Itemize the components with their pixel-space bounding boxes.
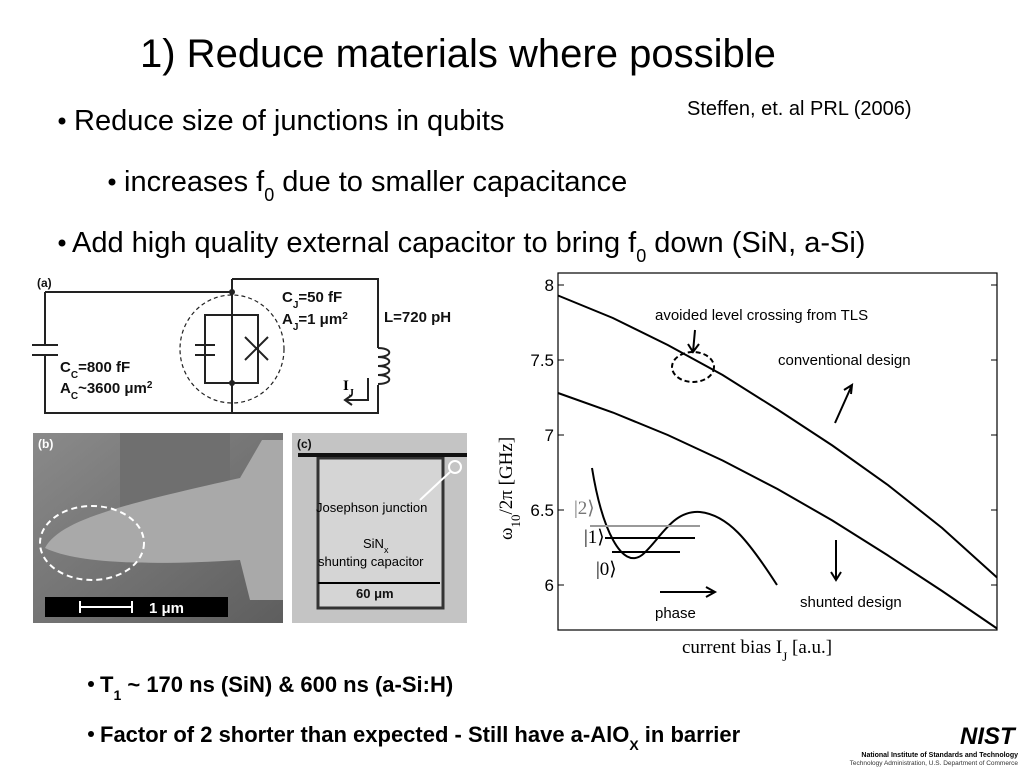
sem-circle [39, 505, 145, 581]
micro-label: Josephson junction [316, 500, 427, 515]
y-tick-label: 6.5 [530, 501, 554, 520]
y-tick-label: 7 [545, 426, 554, 445]
junction-circle [448, 460, 462, 474]
circuit-label: AJ=1 μm2 [282, 311, 348, 333]
circuit-label: AC~3600 μm2 [60, 380, 153, 402]
ket: |1⟩ [584, 527, 605, 548]
y-tick-label: 7.5 [530, 351, 554, 370]
panel-label: (c) [297, 437, 312, 451]
chart-decor [590, 329, 854, 598]
node [229, 380, 235, 386]
plot-frame [557, 272, 998, 631]
series-line [557, 294, 998, 579]
circuit-label: CJ=50 fF [282, 289, 342, 311]
bullet-dot [88, 731, 94, 737]
node [229, 289, 235, 295]
logo: NIST [960, 723, 1017, 750]
title: 1) Reduce materials where possible [140, 32, 776, 76]
chart: 6 6.5 7 7.5 8 [530, 272, 998, 631]
circuit-label: IJ [343, 378, 354, 399]
ket: |0⟩ [596, 559, 617, 580]
bullet-dot [58, 239, 66, 247]
footer-line: National Institute of Standards and Tech… [861, 752, 1018, 759]
micro-label: SiNx [363, 536, 389, 555]
y-axis-label: ω10/2π [GHz] [496, 437, 523, 540]
scale-label: 60 μm [356, 586, 394, 601]
bullet: Reduce size of junctions in qubits [74, 105, 504, 137]
y-tick-label: 6 [545, 576, 554, 595]
panel-label: (b) [38, 437, 53, 451]
sem-lead [45, 440, 283, 600]
ket: |2⟩ [574, 498, 595, 519]
footer-line: Technology Administration, U.S. Departme… [850, 760, 1019, 767]
bullet-dot [58, 117, 66, 125]
circuit-label: L=720 pH [384, 309, 451, 326]
annotation: avoided level crossing from TLS [655, 307, 868, 324]
scale-bar-bg [45, 597, 228, 617]
annotation: conventional design [778, 352, 911, 369]
bullet: increases f0 due to smaller capacitance [124, 166, 627, 205]
bullet: T1 ~ 170 ns (SiN) & 600 ns (a-Si:H) [100, 672, 453, 703]
micro-label: shunting capacitor [318, 554, 424, 569]
bullet: Add high quality external capacitor to b… [72, 227, 865, 266]
annotation: shunted design [800, 594, 902, 611]
bullet-dot [88, 681, 94, 687]
y-tick-label: 8 [545, 276, 554, 295]
scale-label: 1 μm [149, 600, 184, 617]
citation: Steffen, et. al PRL (2006) [687, 98, 912, 120]
series-line [557, 392, 998, 630]
x-axis-label: current bias IJ [a.u.] [682, 637, 832, 664]
bullet: Factor of 2 shorter than expected - Stil… [100, 722, 741, 753]
annotation: phase [655, 605, 696, 622]
circuit-label: CC=800 fF [60, 359, 130, 381]
panel-label: (a) [37, 276, 52, 290]
arrow [419, 471, 451, 501]
scale-bar [79, 601, 133, 613]
circuit [32, 278, 391, 414]
bullet-dot [108, 178, 116, 186]
